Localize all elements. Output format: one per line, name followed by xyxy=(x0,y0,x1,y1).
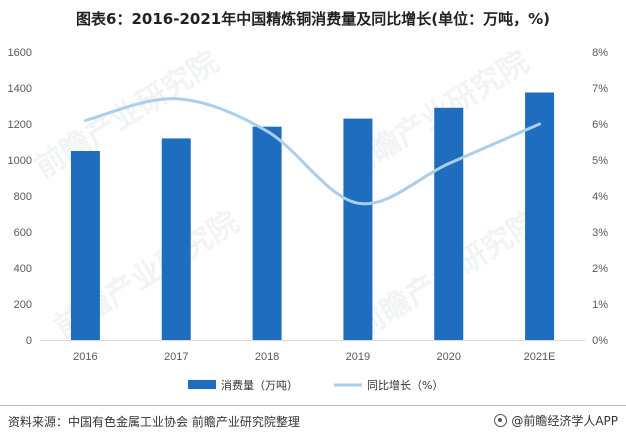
y-left-tick-label: 600 xyxy=(14,227,32,239)
y-right-tick-label: 3% xyxy=(592,227,608,239)
chart-canvas: 0 200 400 600 800 1000 1200 1400 1600 0% 1% 2% 3% 4%… xyxy=(8,47,609,392)
footer-divider xyxy=(0,405,626,406)
y-left-tick-label: 1400 xyxy=(8,83,32,95)
bar xyxy=(70,151,100,340)
brand-text: @前瞻经济学人APP xyxy=(511,414,618,428)
bar xyxy=(161,138,191,340)
x-tick-label: 2021E xyxy=(524,351,556,363)
x-axis: 2016 2017 2018 2019 2020 2021E xyxy=(73,351,555,363)
legend-line-label: 同比增长（%） xyxy=(367,378,443,392)
y-right-tick-label: 5% xyxy=(592,155,608,167)
legend-bar-label: 消费量（万吨） xyxy=(221,378,298,392)
y-right-tick-label: 1% xyxy=(592,299,608,311)
y-axis-right: 0% 1% 2% 3% 4% 5% 6% 7% 8% xyxy=(592,47,608,347)
brand-credit: @前瞻经济学人APP xyxy=(494,412,618,429)
line-series xyxy=(83,97,542,206)
bar xyxy=(434,107,464,340)
chart-title: 图表6：2016-2021年中国精炼铜消费量及同比增长(单位：万吨，%) xyxy=(76,10,550,28)
y-left-tick-label: 200 xyxy=(14,299,32,311)
y-right-tick-label: 7% xyxy=(592,83,608,95)
y-left-tick-label: 400 xyxy=(14,263,32,275)
x-tick-label: 2018 xyxy=(255,351,279,363)
x-tick-label: 2019 xyxy=(346,351,370,363)
x-tick-label: 2016 xyxy=(73,351,97,363)
y-axis-left: 0 200 400 600 800 1000 1200 1400 1600 xyxy=(8,47,32,347)
y-left-tick-label: 0 xyxy=(26,335,32,347)
bar xyxy=(343,118,373,340)
brand-logo-icon xyxy=(494,414,508,427)
x-tick-label: 2020 xyxy=(437,351,461,363)
bar-series xyxy=(70,92,555,340)
legend: 消费量（万吨） 同比增长（%） xyxy=(188,378,443,392)
source-note: 资料来源：中国有色金属工业协会 前瞻产业研究院整理 xyxy=(8,415,300,429)
x-tick-label: 2017 xyxy=(164,351,188,363)
y-right-tick-label: 6% xyxy=(592,119,608,131)
y-left-tick-label: 1200 xyxy=(8,119,32,131)
y-right-tick-label: 8% xyxy=(592,47,608,59)
y-right-tick-label: 4% xyxy=(592,191,608,203)
y-left-tick-label: 1000 xyxy=(8,155,32,167)
bar xyxy=(252,126,282,340)
y-left-tick-label: 800 xyxy=(14,191,32,203)
legend-bar-swatch xyxy=(188,380,216,389)
y-left-tick-label: 1600 xyxy=(8,47,32,59)
y-right-tick-label: 2% xyxy=(592,263,608,275)
bar xyxy=(525,92,555,340)
y-right-tick-label: 0% xyxy=(592,335,608,347)
growth-line xyxy=(83,97,542,206)
